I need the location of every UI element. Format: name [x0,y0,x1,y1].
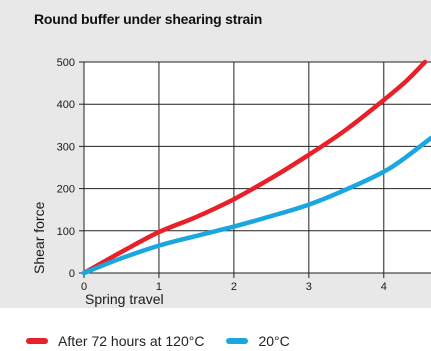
legend: After 72 hours at 120°C 20°C [26,331,312,351]
series-lines [81,59,431,276]
y-tick-label: 0 [69,268,75,280]
legend-label: 20°C [258,333,290,349]
legend-item-20c: 20°C [226,333,290,349]
x-tick-label: 0 [81,281,87,293]
x-tick-label: 4 [381,281,387,293]
axis-ticks: 0 100 200 300 400 500 0 1 2 3 4 [57,57,387,293]
legend-item-after-72-hours: After 72 hours at 120°C [26,333,204,349]
y-axis-label: Shear force [31,201,47,274]
series-line-1 [81,135,431,276]
y-tick-label: 200 [57,184,75,196]
legend-swatch-red [26,338,48,344]
chart-title: Round buffer under shearing strain [34,11,263,27]
y-tick-label: 100 [57,226,75,238]
legend-label: After 72 hours at 120°C [58,333,205,349]
y-tick-label: 400 [57,99,75,111]
x-tick-label: 1 [156,281,162,293]
x-tick-label: 3 [306,281,312,293]
x-tick-label: 2 [231,281,237,293]
y-tick-label: 500 [57,57,75,69]
series-line-0 [81,59,428,276]
legend-swatch-blue [226,338,249,344]
y-tick-label: 300 [57,141,75,153]
chart-panel: Round buffer under shearing strain 0 100 2… [0,0,431,308]
x-axis-label: Spring travel [85,291,164,307]
chart-plot: 0 100 200 300 400 500 0 1 2 3 4 Spring travel Shea… [31,57,431,307]
plot-area [84,62,431,273]
